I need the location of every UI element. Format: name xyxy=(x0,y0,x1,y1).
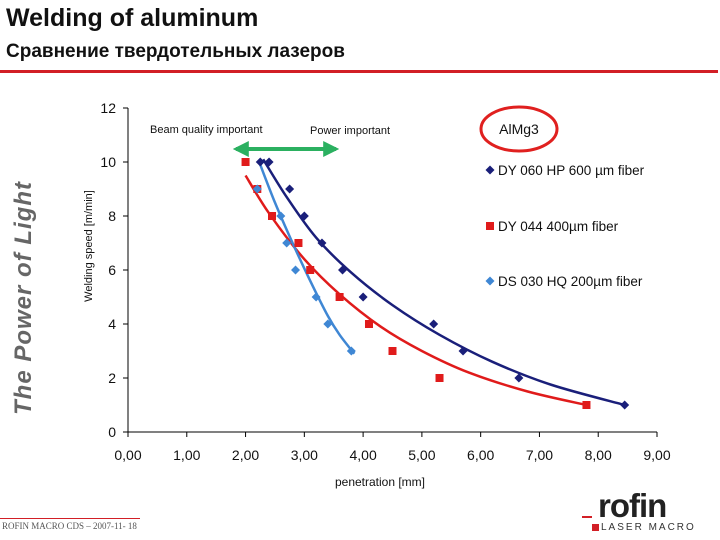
y-tick-label: 10 xyxy=(100,154,116,170)
x-tick-label: 0,00 xyxy=(114,447,141,463)
data-point-series-2 xyxy=(335,293,344,301)
data-point-series-1 xyxy=(429,319,439,329)
logo-bar xyxy=(582,516,592,518)
data-point-series-3 xyxy=(252,184,262,194)
data-point-series-3 xyxy=(323,319,333,329)
x-tick-label: 8,00 xyxy=(585,447,612,463)
legend-marker-series-1 xyxy=(485,165,495,175)
data-point-series-1 xyxy=(358,292,368,302)
x-tick-label: 2,00 xyxy=(232,447,259,463)
material-highlight-circle xyxy=(479,105,559,153)
data-point-series-1 xyxy=(264,157,274,167)
data-point-series-2 xyxy=(435,374,444,382)
data-point-series-1 xyxy=(255,157,265,167)
data-point-series-1 xyxy=(285,184,295,194)
y-tick-label: 4 xyxy=(108,316,116,332)
data-point-series-2 xyxy=(364,320,373,328)
legend-marker-series-3 xyxy=(485,276,495,286)
data-point-series-3 xyxy=(346,346,356,356)
annotation-material: AlMg3 xyxy=(499,121,539,137)
trend-line-series-2 xyxy=(244,174,587,407)
data-point-series-1 xyxy=(317,238,327,248)
x-tick-label: 9,00 xyxy=(643,447,670,463)
header-rule xyxy=(0,70,718,73)
logo-subtitle: LASER MACRO xyxy=(592,522,694,533)
logo-dot-icon xyxy=(592,523,599,531)
y-tick-label: 6 xyxy=(108,262,116,278)
y-tick-label: 2 xyxy=(108,370,116,386)
x-tick-label: 3,00 xyxy=(291,447,318,463)
y-tick-label: 12 xyxy=(100,100,116,116)
y-tick-label: 0 xyxy=(108,424,116,440)
y-tick-label: 8 xyxy=(108,208,116,224)
legend-label-series-3: DS 030 HQ 200µm fiber xyxy=(498,274,643,289)
data-point-series-2 xyxy=(241,158,250,166)
data-point-series-3 xyxy=(311,292,321,302)
annotation-beam-quality: Beam quality important xyxy=(150,124,263,136)
x-tick-label: 6,00 xyxy=(467,447,494,463)
legend-label-series-1: DY 060 HP 600 µm fiber xyxy=(498,163,645,178)
data-point-series-2 xyxy=(388,347,397,355)
trend-line-series-3 xyxy=(259,164,356,355)
slide-subtitle: Сравнение твердотельных лазеров xyxy=(6,41,345,62)
data-point-series-1 xyxy=(338,265,348,275)
data-point-series-1 xyxy=(458,346,468,356)
data-point-series-2 xyxy=(294,239,303,247)
y-axis-label: Welding speed [m/min] xyxy=(83,190,95,302)
x-tick-label: 5,00 xyxy=(408,447,435,463)
annotation-power: Power important xyxy=(310,125,390,137)
rofin-logo: rofin LASER MACRO xyxy=(582,487,694,533)
trend-line-series-1 xyxy=(262,158,626,407)
footer-text: ROFIN MACRO CDS – 2007-11- 18 xyxy=(2,521,137,531)
x-tick-label: 7,00 xyxy=(526,447,553,463)
data-point-series-2 xyxy=(582,401,591,409)
data-point-series-3 xyxy=(291,265,301,275)
data-point-series-1 xyxy=(299,211,309,221)
legend-marker-series-2 xyxy=(486,222,494,230)
logo-sub-text: LASER MACRO xyxy=(601,522,696,533)
slide-title: Welding of aluminum xyxy=(6,4,259,32)
x-axis-label: penetration [mm] xyxy=(335,475,425,489)
logo-word: rofin xyxy=(598,487,667,524)
data-point-series-2 xyxy=(268,212,277,220)
data-point-series-3 xyxy=(282,238,292,248)
footer-rule xyxy=(0,518,140,519)
data-point-series-2 xyxy=(306,266,315,274)
x-tick-label: 1,00 xyxy=(173,447,200,463)
legend-label-series-2: DY 044 400µm fiber xyxy=(498,219,619,234)
data-point-series-1 xyxy=(514,373,524,383)
x-tick-label: 4,00 xyxy=(349,447,376,463)
data-point-series-1 xyxy=(620,400,630,410)
data-point-series-3 xyxy=(276,211,286,221)
